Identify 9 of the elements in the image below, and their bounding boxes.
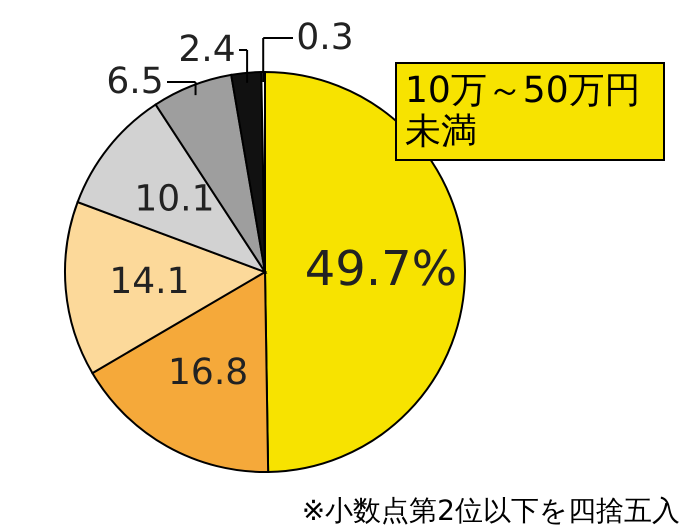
data-label: 16.8 — [168, 352, 248, 394]
text: ※小数点第2位以下を四捨五入 — [302, 494, 680, 527]
data-label: 49.7% — [304, 241, 458, 298]
data-label: 0.3 — [296, 17, 354, 58]
data-label: 2.4 — [178, 29, 236, 70]
data-label: 6.5 — [106, 61, 164, 102]
slice-label: 10万～50万円未満 — [395, 62, 665, 161]
data-label: 10.1 — [134, 178, 214, 220]
data-label: 14.1 — [109, 261, 190, 302]
